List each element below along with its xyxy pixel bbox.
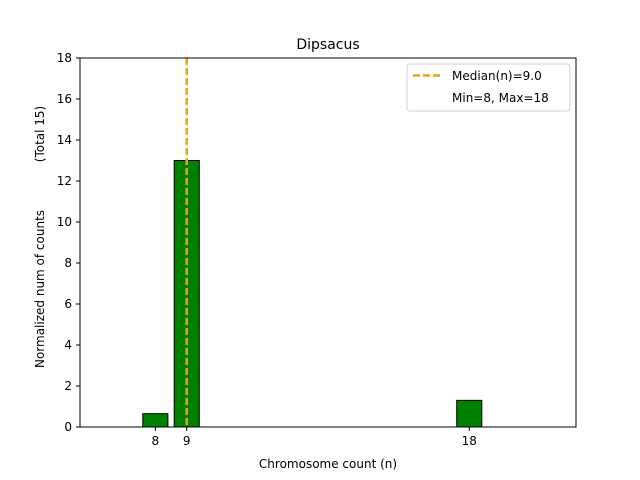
y-tick-label-16: 16 — [57, 92, 72, 106]
y-tick-label-14: 14 — [57, 133, 72, 147]
y-tick-label-6: 6 — [64, 297, 72, 311]
x-tick-label-18: 18 — [462, 434, 477, 448]
y-tick-label-18: 18 — [57, 51, 72, 65]
y-axis-total-note: (Total 15) — [33, 106, 47, 162]
plot-frame — [79, 57, 577, 428]
y-tick-label-4: 4 — [64, 338, 72, 352]
y-tick-label-0: 0 — [64, 420, 72, 434]
legend-frame — [406, 63, 571, 112]
y-tick-label-12: 12 — [57, 174, 72, 188]
x-tick-label-9: 9 — [183, 434, 191, 448]
legend-median-label: Median(n)=9.0 — [452, 69, 542, 83]
y-axis-ticks: 0 2 4 6 8 10 12 14 16 18 — [57, 51, 80, 434]
bar-18 — [456, 399, 483, 428]
x-axis-label: Chromosome count (n) — [259, 457, 397, 471]
x-tick-label-8: 8 — [152, 434, 160, 448]
x-axis-ticks: 8 9 18 — [152, 427, 477, 448]
chart-title: Dipsacus — [296, 37, 359, 53]
y-tick-label-2: 2 — [64, 379, 72, 393]
bar-8 — [142, 413, 169, 428]
y-tick-label-8: 8 — [64, 256, 72, 270]
legend: Median(n)=9.0 Min=8, Max=18 — [406, 63, 571, 112]
legend-range-note: Min=8, Max=18 — [452, 91, 549, 105]
y-tick-label-10: 10 — [57, 215, 72, 229]
y-axis-label: Normalized num of counts — [33, 210, 47, 368]
